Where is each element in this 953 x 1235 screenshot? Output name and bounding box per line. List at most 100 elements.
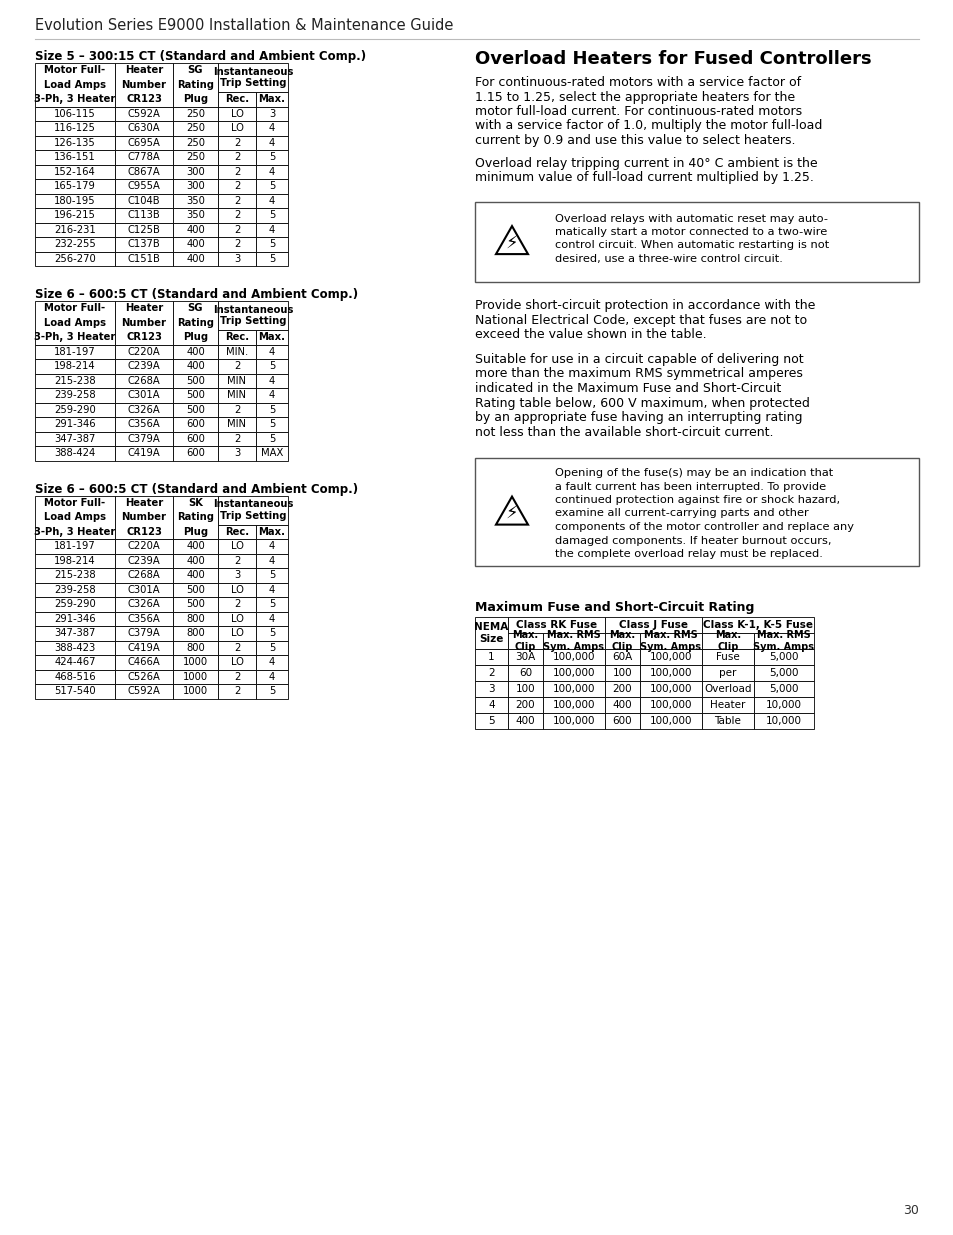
Text: 216-231: 216-231 [54,225,95,235]
Bar [35,641,115,655]
Text: 100,000: 100,000 [649,652,692,662]
Bar [115,301,172,345]
Text: Size 6 – 600:5 CT (Standard and Ambient Comp.): Size 6 – 600:5 CT (Standard and Ambient … [35,483,357,495]
Bar [115,207,172,222]
Bar [701,650,753,664]
Bar [35,373,115,388]
Text: desired, use a three-wire control circuit.: desired, use a three-wire control circui… [555,254,782,264]
Text: Rating: Rating [177,80,213,90]
Text: LO: LO [231,109,243,119]
Text: Rating table below, 600 V maximum, when protected: Rating table below, 600 V maximum, when … [475,396,809,410]
Text: Number: Number [121,317,167,327]
Text: 256-270: 256-270 [54,253,95,264]
Text: 100,000: 100,000 [649,716,692,726]
Bar [35,669,115,684]
Bar [218,121,255,136]
Text: 5: 5 [269,629,274,638]
Text: ⚡: ⚡ [505,235,517,252]
Text: 500: 500 [186,405,205,415]
Text: Max. RMS
Sym. Amps: Max. RMS Sym. Amps [543,630,604,652]
Bar [35,568,115,583]
Text: 1000: 1000 [183,687,208,697]
Text: 1000: 1000 [183,672,208,682]
Bar [35,63,115,106]
Text: C326A: C326A [128,599,160,609]
Text: Rec.: Rec. [225,527,249,537]
Bar [218,149,255,164]
Text: 400: 400 [612,700,632,710]
Text: Table: Table [714,716,740,726]
Text: 4: 4 [269,584,274,595]
Bar [604,618,701,634]
Bar [255,669,288,684]
Bar [172,252,218,266]
Text: 500: 500 [186,599,205,609]
Text: 3-Ph, 3 Heater: 3-Ph, 3 Heater [34,94,115,104]
Text: 2: 2 [233,240,240,249]
Text: 5: 5 [488,716,495,726]
Bar [753,697,813,713]
Text: 100,000: 100,000 [552,716,595,726]
Text: 4: 4 [269,556,274,566]
Bar [35,553,115,568]
Text: 165-179: 165-179 [54,182,96,191]
Text: C695A: C695A [128,138,160,148]
Text: 198-214: 198-214 [54,362,95,372]
Text: 200: 200 [516,700,535,710]
Text: 10,000: 10,000 [765,716,801,726]
Text: 181-197: 181-197 [54,347,95,357]
Bar [35,194,115,207]
Text: 250: 250 [186,109,205,119]
Text: C301A: C301A [128,584,160,595]
Bar [218,611,255,626]
Text: C301A: C301A [128,390,160,400]
Text: 3: 3 [233,448,240,458]
Text: For continuous-rated motors with a service factor of: For continuous-rated motors with a servi… [475,77,801,89]
Text: MIN: MIN [227,375,246,385]
Text: CR123: CR123 [126,527,162,537]
Bar [255,207,288,222]
Bar [115,641,172,655]
Text: 239-258: 239-258 [54,584,95,595]
Text: Fuse: Fuse [716,652,740,662]
Text: Instantaneous
Trip Setting: Instantaneous Trip Setting [213,305,293,326]
Text: Max.: Max. [258,94,285,104]
Bar [701,664,753,680]
Bar [753,713,813,729]
Text: Evolution Series E9000 Installation & Maintenance Guide: Evolution Series E9000 Installation & Ma… [35,17,453,32]
Bar [542,697,604,713]
Text: 116-125: 116-125 [54,124,96,133]
Text: 259-290: 259-290 [54,599,95,609]
Text: exceed the value shown in the table.: exceed the value shown in the table. [475,329,706,342]
Text: 100,000: 100,000 [649,668,692,678]
Text: Size 6 – 600:5 CT (Standard and Ambient Comp.): Size 6 – 600:5 CT (Standard and Ambient … [35,288,357,301]
Bar [218,417,255,431]
Bar [35,301,115,345]
Bar [255,641,288,655]
Text: Max. RMS
Sym. Amps: Max. RMS Sym. Amps [753,630,814,652]
Bar [172,626,218,641]
Text: 3: 3 [488,684,495,694]
Bar [172,641,218,655]
Bar [255,388,288,403]
Text: 1000: 1000 [183,657,208,667]
Text: MIN.: MIN. [226,347,248,357]
Bar [218,373,255,388]
Bar [753,664,813,680]
Text: 100,000: 100,000 [649,684,692,694]
Text: current by 0.9 and use this value to select heaters.: current by 0.9 and use this value to sel… [475,135,795,147]
Text: 4: 4 [269,167,274,177]
Text: Instantaneous
Trip Setting: Instantaneous Trip Setting [213,67,293,88]
Text: 2: 2 [233,672,240,682]
Text: 4: 4 [488,700,495,710]
Bar [255,330,288,345]
Bar [255,252,288,266]
Text: LO: LO [231,541,243,551]
Text: 1: 1 [488,652,495,662]
Bar [255,373,288,388]
Text: 106-115: 106-115 [54,109,95,119]
Text: 5: 5 [269,599,274,609]
Bar [115,655,172,669]
Text: Rec.: Rec. [225,332,249,342]
Text: matically start a motor connected to a two-wire: matically start a motor connected to a t… [555,227,826,237]
